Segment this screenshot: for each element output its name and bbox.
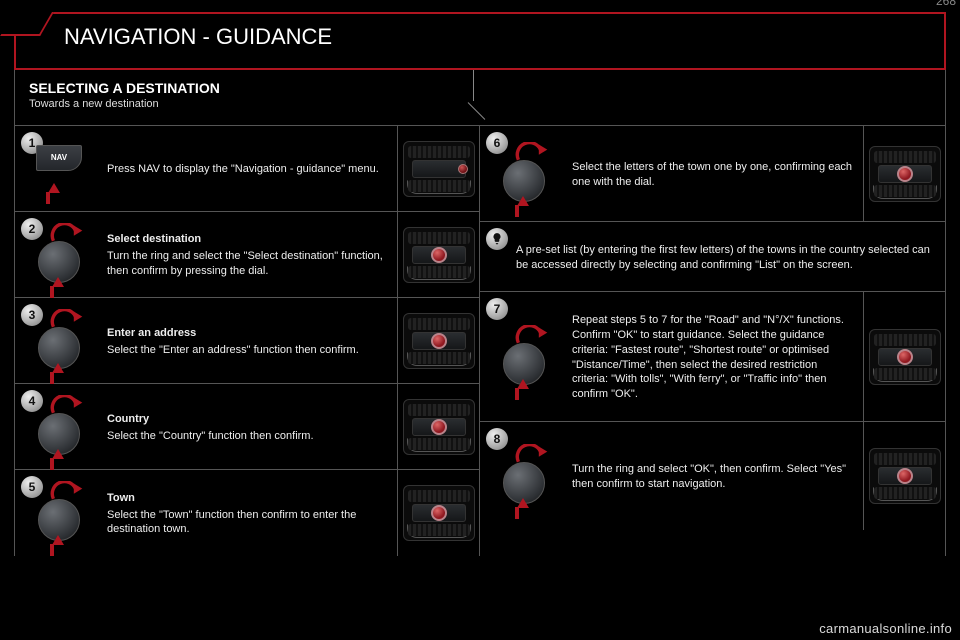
heading-divider [470, 70, 480, 125]
step-description: Press NAV to display the "Navigation - g… [103, 126, 397, 211]
left-heading-text: SELECTING A DESTINATION [29, 80, 220, 96]
rotary-dial-icon [491, 442, 557, 510]
header-notch [0, 12, 54, 36]
press-arrow-icon [517, 498, 529, 508]
right-column: 6 Select the letters of the town one by … [480, 126, 945, 556]
rotary-dial-icon [491, 323, 557, 391]
nav-key-label: NAV [36, 145, 82, 171]
left-column: 1 NAV Press NAV to display the "Navigati… [15, 126, 480, 556]
page-number: 268 [936, 0, 956, 8]
tip-description: A pre-set list (by entering the first fe… [480, 222, 945, 291]
press-arrow-icon [52, 535, 64, 545]
lightbulb-icon [490, 232, 504, 246]
page-title: NAVIGATION - GUIDANCE [64, 24, 332, 50]
step-description: Select destination Turn the ring and sel… [103, 212, 397, 297]
press-arrow-icon [517, 379, 529, 389]
step-text: Repeat steps 5 to 7 for the "Road" and "… [572, 313, 855, 402]
control-illustration [15, 384, 103, 469]
control-illustration [480, 126, 568, 221]
tip-text: A pre-set list (by entering the first fe… [516, 243, 937, 273]
step-text: Turn the ring and select the "Select des… [107, 249, 389, 279]
rotary-dial-icon [26, 221, 92, 289]
tip-row: A pre-set list (by entering the first fe… [480, 222, 945, 292]
step-row: 8 Turn the ring and select "OK", then co… [480, 422, 945, 530]
step-row: 4 Country Select the "Country" function … [15, 384, 479, 470]
header-frame: NAVIGATION - GUIDANCE [14, 12, 946, 70]
body-columns: 1 NAV Press NAV to display the "Navigati… [14, 126, 946, 556]
control-illustration [15, 298, 103, 383]
step-description: Town Select the "Town" function then con… [103, 470, 397, 556]
control-illustration [15, 470, 103, 556]
console-thumbnail [863, 422, 945, 530]
press-arrow-icon [52, 449, 64, 459]
console-thumbnail [863, 126, 945, 221]
press-arrow-icon [48, 183, 60, 193]
step-description: Turn the ring and select "OK", then conf… [568, 422, 863, 530]
step-row: 3 Enter an address Select the "Enter an … [15, 298, 479, 384]
step-row: 2 Select destination Turn the ring and s… [15, 212, 479, 298]
step-text: Select the "Country" function then confi… [107, 429, 389, 444]
console-thumbnail [397, 384, 479, 469]
step-text: Select the "Enter an address" function t… [107, 343, 389, 358]
step-badge: 7 [486, 298, 508, 320]
right-section-heading [480, 70, 945, 125]
nav-key-icon: NAV [28, 143, 90, 195]
step-description: Enter an address Select the "Enter an ad… [103, 298, 397, 383]
step-text: Select the letters of the town one by on… [572, 160, 855, 190]
console-thumbnail [863, 292, 945, 421]
watermark-text: carmanualsonline.info [819, 621, 952, 636]
left-section-heading: SELECTING A DESTINATION Towards a new de… [15, 70, 480, 125]
rotary-dial-icon [26, 479, 92, 547]
console-thumbnail [397, 126, 479, 211]
rotary-dial-icon [26, 393, 92, 461]
step-row: 6 Select the letters of the town one by … [480, 126, 945, 222]
step-row: 5 Town Select the "Town" function then c… [15, 470, 479, 556]
step-description: Repeat steps 5 to 7 for the "Road" and "… [568, 292, 863, 421]
step-description: Select the letters of the town one by on… [568, 126, 863, 221]
press-arrow-icon [52, 363, 64, 373]
console-thumbnail [397, 298, 479, 383]
subheader-row: SELECTING A DESTINATION Towards a new de… [14, 70, 946, 126]
step-text: Turn the ring and select "OK", then conf… [572, 462, 855, 492]
console-thumbnail [397, 470, 479, 556]
step-row: 1 NAV Press NAV to display the "Navigati… [15, 126, 479, 212]
press-arrow-icon [517, 196, 529, 206]
step-description: Country Select the "Country" function th… [103, 384, 397, 469]
rotary-dial-icon [26, 307, 92, 375]
rotary-dial-icon [491, 140, 557, 208]
step-text: Select the "Town" function then confirm … [107, 508, 389, 538]
left-heading-sub: Towards a new destination [29, 98, 468, 110]
step-title: Enter an address [107, 326, 389, 341]
step-title: Select destination [107, 232, 389, 247]
step-text: Press NAV to display the "Navigation - g… [107, 162, 389, 177]
press-arrow-icon [52, 277, 64, 287]
control-illustration [15, 212, 103, 297]
console-thumbnail [397, 212, 479, 297]
step-row: 7 Repeat steps 5 to 7 for the "Road" and… [480, 292, 945, 422]
tip-badge [486, 228, 508, 250]
step-title: Town [107, 491, 389, 506]
step-title: Country [107, 412, 389, 427]
